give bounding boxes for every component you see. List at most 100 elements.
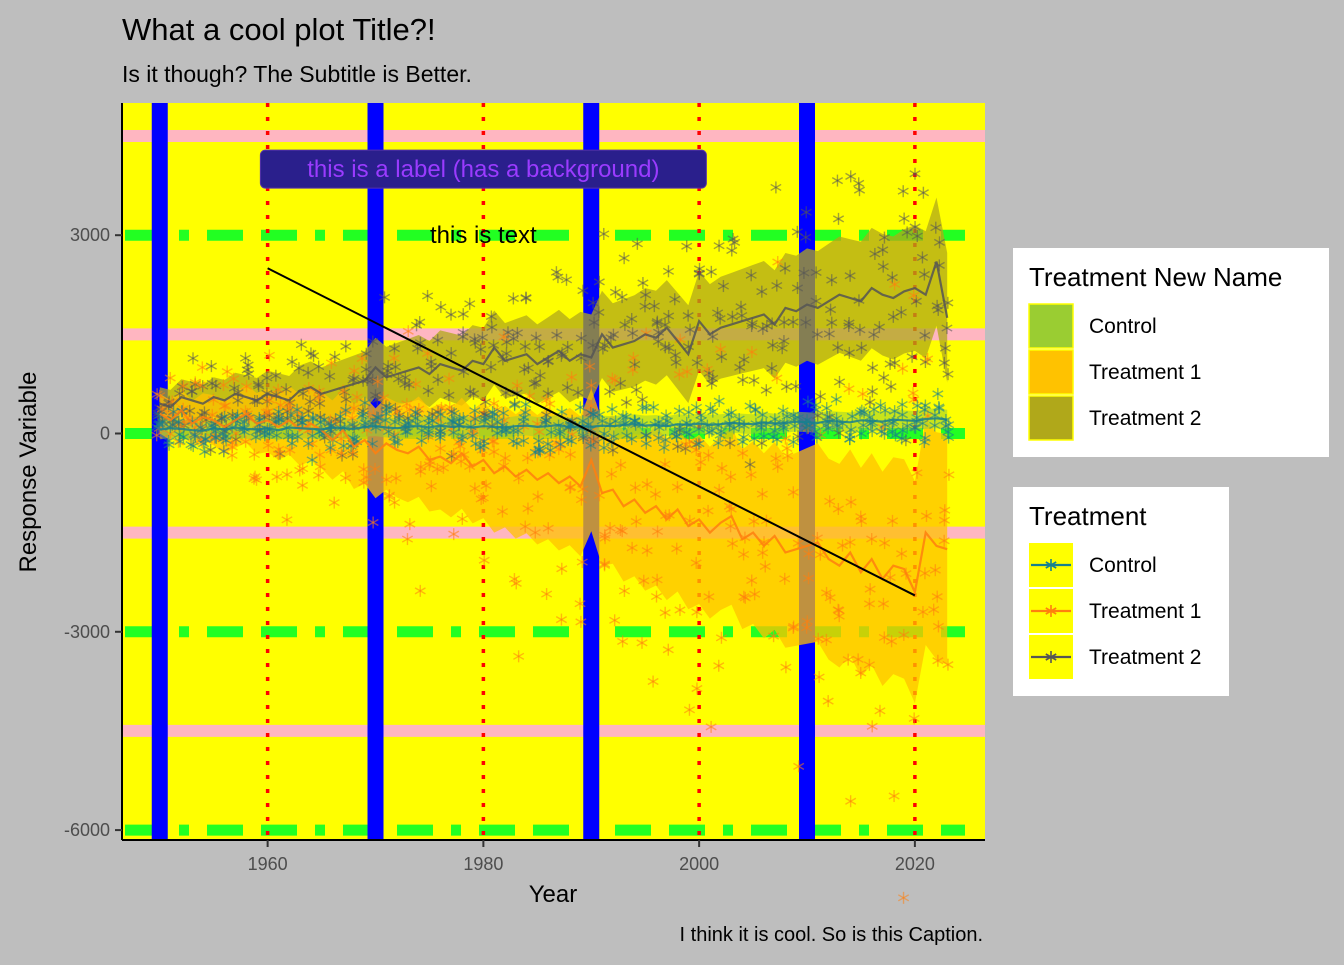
point-treatment-2 — [756, 285, 768, 298]
point-treatment-2 — [867, 361, 879, 374]
point-treatment-2 — [410, 319, 423, 332]
point-treatment-2 — [620, 396, 633, 409]
point-treatment-2 — [724, 437, 736, 450]
point-treatment-1 — [598, 559, 611, 572]
point-treatment-2 — [693, 268, 705, 281]
point-treatment-1 — [454, 439, 466, 452]
point-treatment-2 — [500, 347, 513, 360]
point-treatment-2 — [479, 395, 491, 408]
point-control — [286, 437, 298, 450]
point-treatment-2 — [770, 181, 782, 194]
point-treatment-1 — [437, 461, 450, 474]
ribbon-treatment-2 — [159, 197, 948, 425]
point-control — [574, 401, 586, 414]
point-treatment-1 — [788, 620, 800, 633]
point-control — [478, 435, 490, 448]
chart-title: What a cool plot Title?! — [122, 12, 436, 47]
point-control — [434, 428, 446, 441]
point-treatment-2 — [868, 328, 880, 341]
point-treatment-1 — [874, 704, 886, 717]
point-control — [875, 399, 887, 412]
point-treatment-2 — [205, 444, 217, 457]
point-treatment-1 — [296, 479, 309, 492]
point-treatment-1 — [845, 496, 857, 509]
point-treatment-1 — [249, 470, 261, 483]
point-treatment-2 — [833, 427, 845, 440]
point-treatment-2 — [551, 329, 563, 342]
point-treatment-1 — [312, 469, 325, 482]
y-axis-title: Response Variable — [15, 371, 42, 572]
point-treatment-1 — [726, 537, 739, 550]
point-control — [218, 445, 230, 458]
point-treatment-1 — [833, 604, 845, 617]
point-treatment-2 — [843, 346, 855, 359]
point-treatment-2 — [812, 409, 824, 422]
point-treatment-1 — [434, 442, 446, 455]
point-treatment-2 — [518, 363, 530, 376]
point-treatment-1 — [585, 379, 597, 392]
point-control — [896, 398, 908, 411]
point-treatment-1 — [886, 514, 899, 527]
point-treatment-2 — [681, 240, 693, 253]
point-treatment-2 — [814, 390, 826, 403]
point-treatment-2 — [389, 360, 402, 373]
point-treatment-1 — [555, 613, 568, 626]
point-treatment-2 — [542, 387, 554, 400]
point-treatment-1 — [328, 496, 340, 509]
point-treatment-1 — [325, 444, 337, 457]
point-control — [626, 433, 638, 446]
point-treatment-1 — [942, 658, 954, 671]
point-treatment-1 — [884, 571, 896, 584]
point-treatment-1 — [683, 703, 696, 716]
point-control — [707, 405, 719, 418]
point-treatment-1 — [228, 372, 240, 385]
point-treatment-1 — [939, 504, 951, 517]
point-treatment-2 — [906, 350, 918, 363]
point-treatment-2 — [823, 327, 835, 340]
trend-segment — [267, 267, 916, 597]
x-tick-label: 1980 — [463, 854, 503, 874]
point-treatment-2 — [670, 356, 682, 369]
point-control — [565, 435, 578, 448]
point-treatment-1 — [673, 368, 685, 381]
point-control — [659, 433, 672, 446]
point-treatment-2 — [810, 266, 822, 279]
point-treatment-1 — [746, 574, 758, 587]
point-treatment-1 — [943, 468, 955, 481]
point-treatment-2 — [360, 363, 372, 376]
point-treatment-1 — [920, 509, 933, 522]
point-treatment-2 — [737, 373, 749, 386]
point-treatment-1 — [886, 635, 898, 648]
point-treatment-2 — [798, 266, 810, 279]
point-treatment-1 — [615, 458, 627, 471]
point-control — [809, 425, 821, 438]
point-treatment-2 — [911, 230, 923, 243]
point-control — [748, 432, 760, 445]
point-treatment-2 — [877, 260, 889, 273]
point-treatment-2 — [726, 244, 738, 257]
point-treatment-1 — [196, 361, 208, 374]
point-treatment-2 — [691, 356, 703, 369]
point-treatment-2 — [457, 308, 469, 321]
point-treatment-1 — [852, 653, 864, 666]
point-treatment-1 — [701, 363, 713, 376]
point-control — [811, 431, 823, 444]
point-treatment-1 — [911, 466, 923, 479]
point-treatment-2 — [530, 376, 542, 389]
point-treatment-1 — [469, 482, 481, 495]
point-treatment-2 — [187, 352, 199, 365]
point-treatment-1 — [218, 400, 230, 413]
legend-title: Treatment New Name — [1029, 262, 1282, 292]
point-treatment-1 — [511, 379, 523, 392]
point-treatment-1 — [832, 502, 844, 515]
point-treatment-2 — [261, 371, 273, 384]
point-treatment-1 — [618, 584, 630, 597]
point-control — [315, 416, 327, 429]
point-treatment-1 — [702, 504, 714, 517]
point-control — [357, 408, 369, 421]
point-treatment-2 — [669, 293, 681, 306]
point-treatment-2 — [598, 227, 610, 240]
point-treatment-1 — [638, 574, 650, 587]
point-treatment-2 — [726, 310, 738, 323]
point-control — [690, 401, 703, 414]
